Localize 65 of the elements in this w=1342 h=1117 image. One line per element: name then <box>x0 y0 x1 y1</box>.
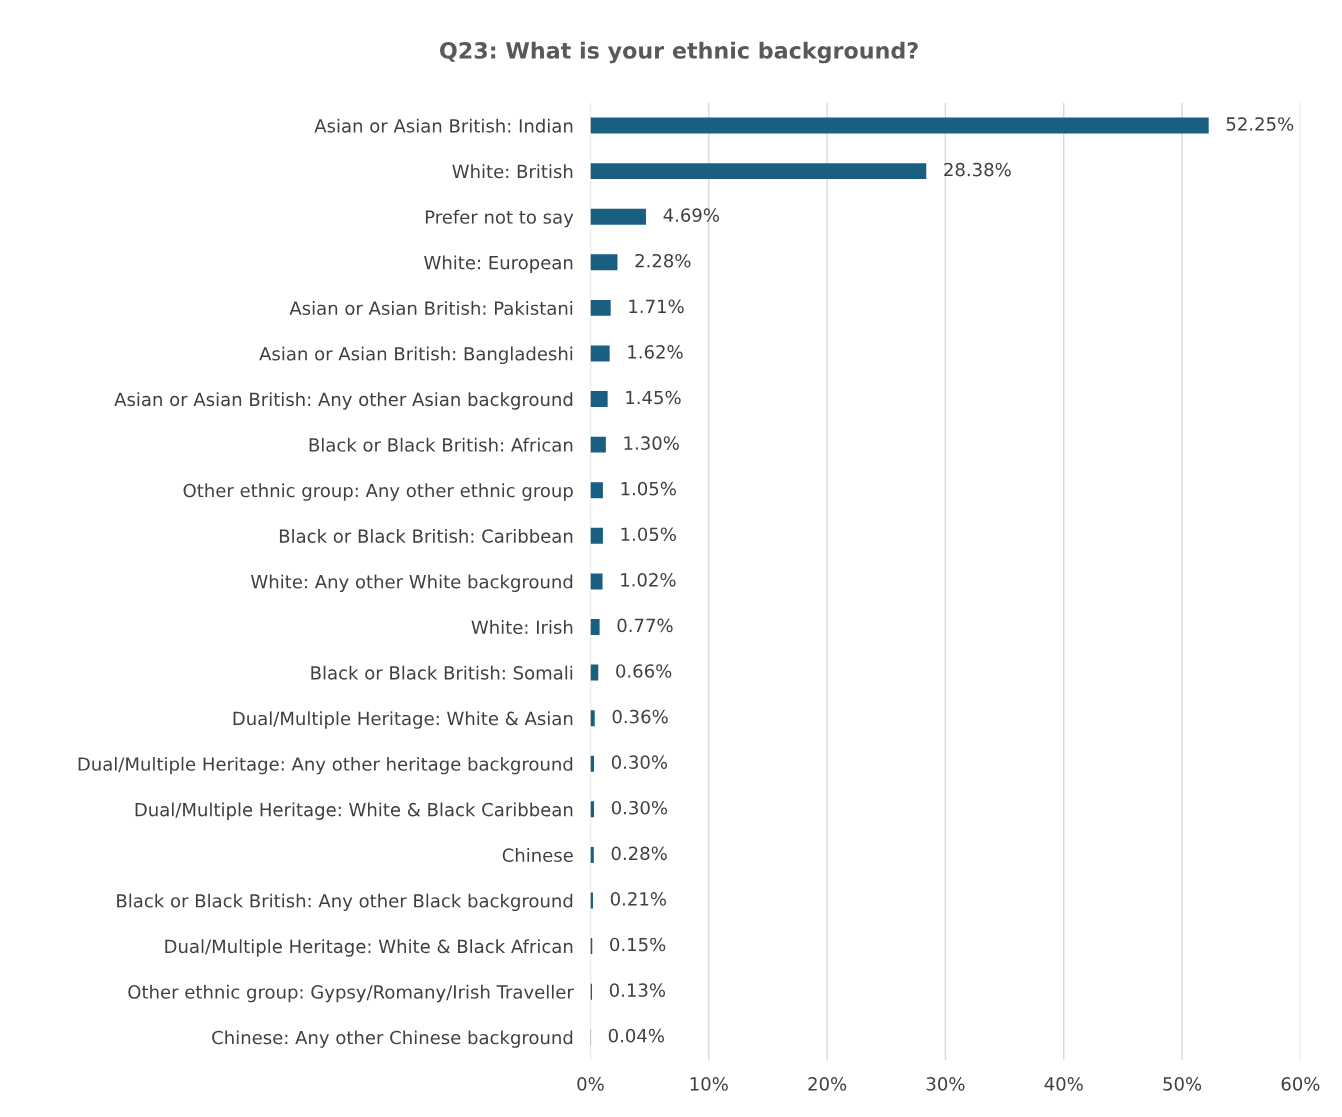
bar <box>590 527 603 544</box>
y-tick-label: Asian or Asian British: Bangladeshi <box>259 346 573 365</box>
data-label: 0.66% <box>616 664 672 678</box>
bar <box>590 664 599 681</box>
y-tick-label: White: British <box>452 164 573 179</box>
y-tick-label: Dual/Multiple Heritage: White & Black African <box>165 939 573 957</box>
y-tick-label: Chinese: Any other Chinese background <box>212 1030 573 1048</box>
y-tick-label: Prefer not to say <box>425 209 574 228</box>
y-tick-label: Black or Black British: African <box>309 437 573 452</box>
data-label: 1.02% <box>621 572 676 587</box>
x-tick-label: 60% <box>1281 1077 1320 1091</box>
data-label: 1.62% <box>628 345 683 359</box>
bar <box>590 208 646 225</box>
y-tick-label: Dual/Multiple Heritage: Any other heritage background <box>78 756 573 775</box>
data-label: 1.05% <box>621 481 676 496</box>
bar <box>590 254 618 271</box>
data-label: 1.45% <box>626 390 681 405</box>
data-label: 0.36% <box>612 709 668 724</box>
y-tick-label: Chinese <box>502 848 573 863</box>
y-tick-label: Dual/Multiple Heritage: White & Black Caribbean <box>135 802 573 820</box>
bar <box>590 846 594 863</box>
bar <box>590 345 610 362</box>
x-tick-label: 10% <box>690 1077 728 1091</box>
y-tick-label: Asian or Asian British: Pakistani <box>289 301 573 316</box>
y-tick-label: Black or Black British: Caribbean <box>279 528 573 543</box>
bar <box>590 299 611 316</box>
y-tick-label: Black or Black British: Any other Black background <box>117 893 573 912</box>
data-label: 4.69% <box>663 208 719 222</box>
bar <box>590 573 603 590</box>
data-label: 0.04% <box>608 1028 664 1043</box>
y-tick-label: Dual/Multiple Heritage: White & Asian <box>233 711 573 729</box>
data-label: 1.05% <box>621 527 676 542</box>
data-label: 0.15% <box>610 937 666 952</box>
y-tick-label: White: European <box>424 255 573 273</box>
chart-title: Q23: What is your ethnic background? <box>440 41 918 64</box>
bar <box>590 436 606 453</box>
bar <box>590 619 600 635</box>
y-tick-label: Other ethnic group: Gypsy/Romany/Irish Traveller <box>128 984 574 1003</box>
bar <box>590 163 927 180</box>
x-tick-label: 20% <box>808 1077 847 1091</box>
data-label: 0.30% <box>611 800 668 815</box>
y-tick-label: Black or Black British: Somali <box>311 665 573 680</box>
data-label: 1.71% <box>629 299 684 314</box>
data-label: 0.21% <box>610 892 666 906</box>
data-label: 1.30% <box>624 436 679 450</box>
data-label: 0.77% <box>617 618 673 633</box>
data-label: 2.28% <box>635 253 691 268</box>
data-label: 52.25% <box>1226 117 1294 131</box>
x-tick-label: 50% <box>1163 1077 1202 1091</box>
bar <box>590 710 595 727</box>
data-label: 0.13% <box>609 983 666 997</box>
data-label: 0.30% <box>611 755 668 769</box>
x-tick-label: 30% <box>926 1077 965 1091</box>
y-tick-label: Asian or Asian British: Indian <box>314 118 573 133</box>
y-tick-label: Other ethnic group: Any other ethnic group <box>183 483 573 501</box>
bar <box>590 482 603 499</box>
y-tick-label: Asian or Asian British: Any other Asian background <box>114 392 573 410</box>
bar <box>590 391 608 408</box>
data-label: 28.38% <box>944 162 1011 177</box>
x-tick-label: 0% <box>577 1077 604 1091</box>
x-tick-label: 40% <box>1044 1077 1083 1091</box>
data-label: 0.28% <box>611 846 667 861</box>
bar <box>590 117 1209 134</box>
y-tick-label: White: Any other White background <box>251 574 573 593</box>
y-tick-label: White: Irish <box>471 620 573 635</box>
